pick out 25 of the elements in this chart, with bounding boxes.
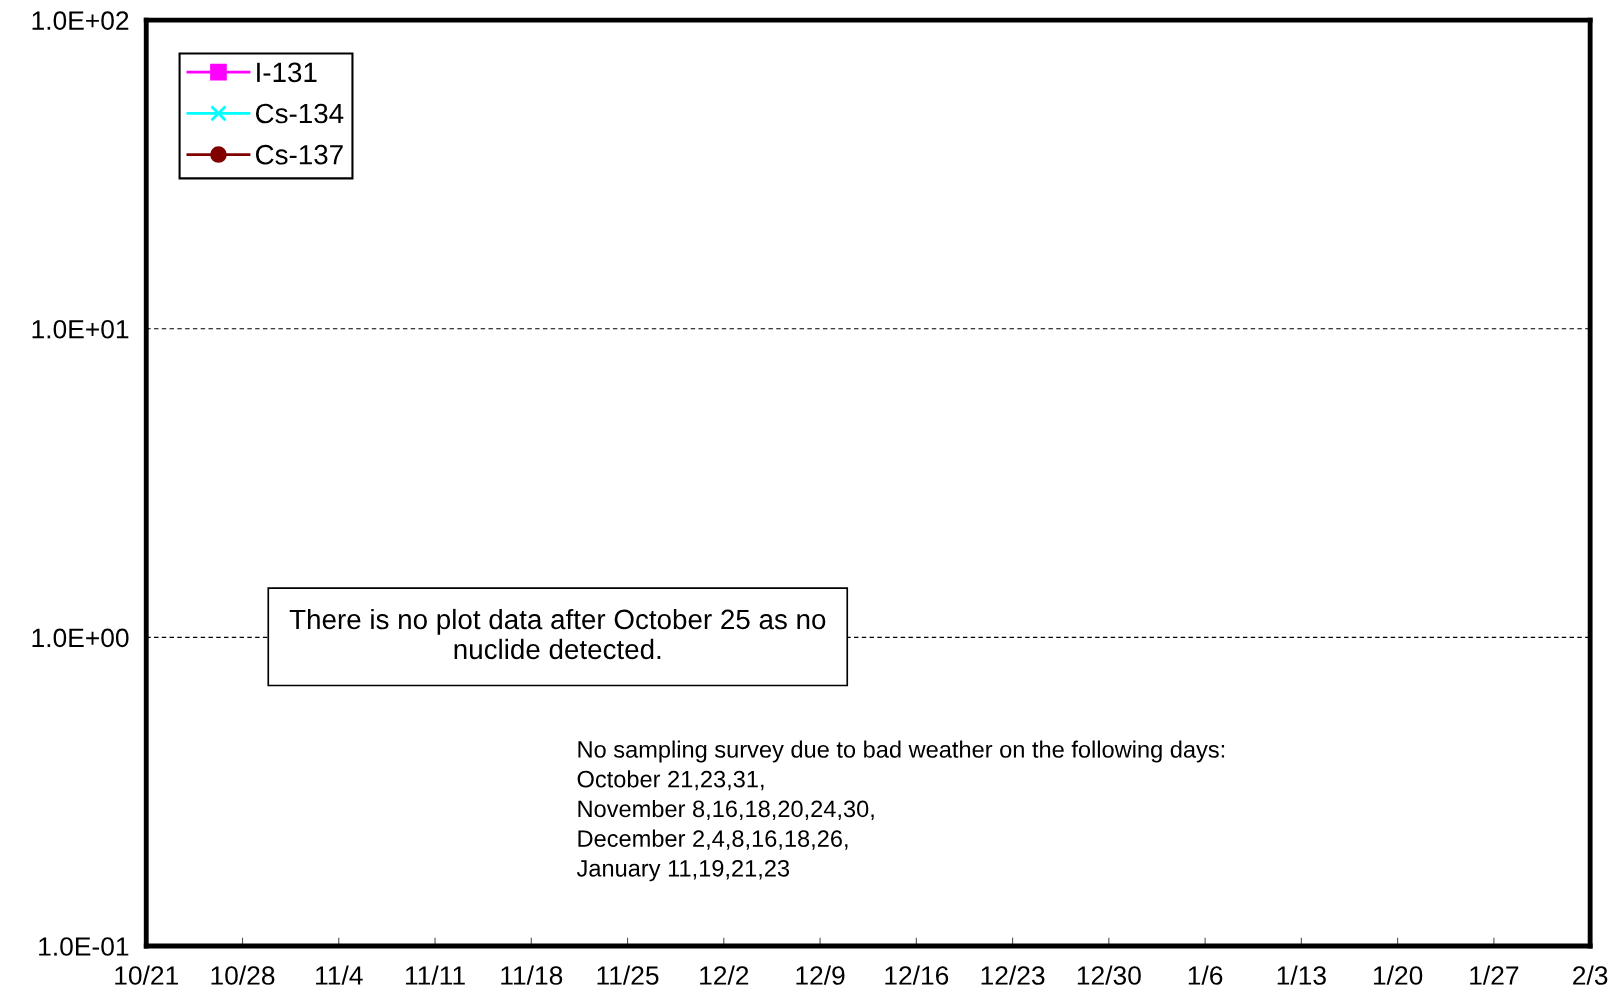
- x-tick-label: 12/16: [885, 965, 949, 985]
- x-tick-label: 10/21: [115, 965, 178, 985]
- x-tick-label: 1/6: [1188, 965, 1223, 985]
- x-tick-label: 12/23: [981, 965, 1045, 985]
- x-tick-label: 1/13: [1277, 965, 1326, 985]
- annotation: No sampling survey due to bad weather on the following days: October 21,23,31, November 8,16,18,20,24,30, December 2,4,8,16,18,26, January 11,19,21,23: [576, 740, 1225, 882]
- x-tick-label: 1/20: [1373, 965, 1423, 985]
- x-tick-label: 11/25: [597, 965, 659, 985]
- x-tick-label: 1/27: [1470, 965, 1519, 985]
- legend-label: Cs-137: [255, 144, 343, 165]
- y-tick-label: 1.0E-01: [39, 937, 129, 956]
- y-tick-label: 1.0E+02: [32, 11, 129, 30]
- x-tick-label: 12/2: [700, 965, 749, 985]
- x-tick-label: 11/18: [501, 965, 563, 985]
- legend-label: I-131: [257, 62, 317, 83]
- x-tick-label: 2/3: [1573, 965, 1608, 985]
- x-tick-label: 11/11: [405, 965, 465, 985]
- x-tick-label: 12/30: [1077, 965, 1141, 985]
- annotation: There is no plot data after October 25 as no nuclide detected.: [289, 608, 826, 660]
- x-tick-label: 10/28: [211, 965, 275, 985]
- y-tick-label: 1.0E+01: [32, 319, 129, 339]
- x-tick-label: 12/9: [796, 965, 845, 985]
- legend-label: Cs-134: [255, 103, 344, 124]
- x-tick-label: 11/4: [316, 965, 363, 985]
- y-tick-label: 1.0E+00: [32, 628, 129, 648]
